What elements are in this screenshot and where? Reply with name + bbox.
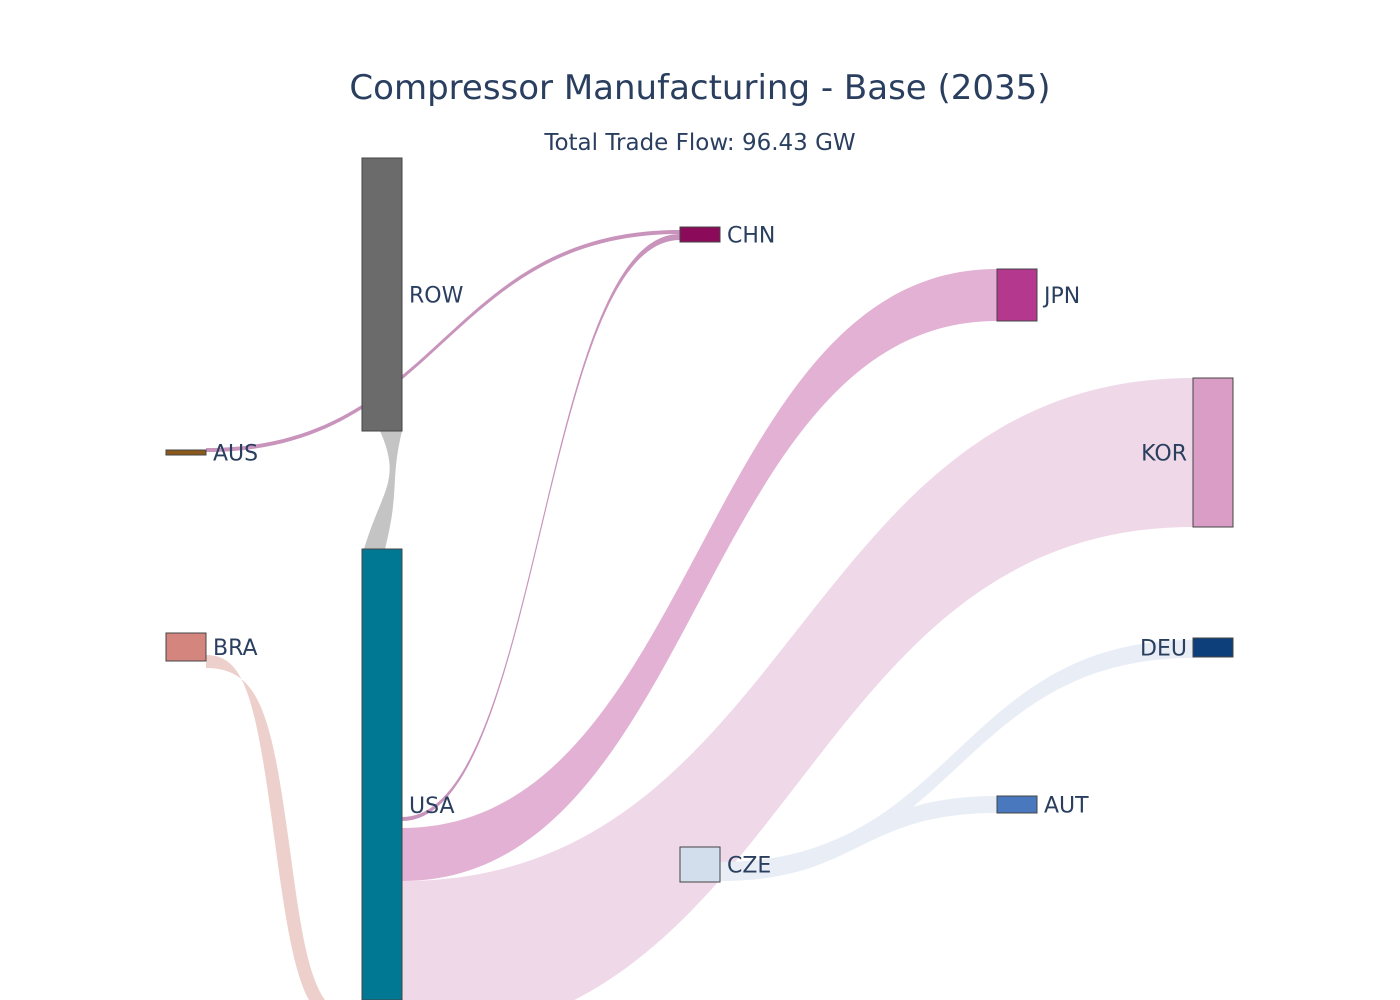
node-row[interactable] — [361, 157, 403, 432]
link-bra-usa[interactable]: BRA → USA: 7.6 GW — [206, 655, 334, 1000]
node-usa[interactable] — [361, 548, 403, 1000]
node-label-aut: AUT — [1044, 794, 1089, 819]
node-label-aus: AUS — [213, 442, 258, 467]
node-aut[interactable] — [996, 795, 1038, 814]
node-aus[interactable] — [165, 449, 207, 456]
link-cze-deu[interactable]: CZE → DEU: 5.6 GW — [720, 640, 1193, 878]
chart-title: Compressor Manufacturing - Base (2035) — [349, 68, 1050, 108]
node-cze[interactable] — [679, 846, 721, 883]
node-label-row: ROW — [409, 284, 464, 309]
node-label-deu: DEU — [1140, 637, 1187, 662]
nodes-layer — [165, 157, 1234, 1000]
chart-subtitle: Total Trade Flow: 96.43 GW — [543, 130, 855, 156]
link-aus-chn[interactable]: AUS → CHN: 0.8 GW — [206, 230, 680, 452]
node-bra[interactable] — [165, 632, 207, 662]
node-label-bra: BRA — [213, 636, 258, 661]
node-chn[interactable] — [679, 226, 721, 243]
labels-layer: AUS BRA ROW USA CHN CZE JPN AUT KOR DEU — [213, 224, 1187, 879]
link-usa-chn[interactable]: USA → CHN: 0.8 GW — [402, 234, 680, 821]
node-label-cze: CZE — [727, 854, 771, 879]
node-label-chn: CHN — [727, 224, 775, 249]
node-label-kor: KOR — [1141, 442, 1187, 467]
link-usa-kor[interactable]: USA → KOR: 50.2 GW — [402, 378, 1193, 1000]
node-label-usa: USA — [409, 794, 455, 819]
link-row-usa[interactable]: ROW → USA: 6.8 GW — [364, 431, 402, 549]
node-kor[interactable] — [1192, 377, 1234, 528]
node-label-jpn: JPN — [1042, 284, 1080, 309]
link-usa-jpn[interactable]: USA → JPN: 17.4 GW — [402, 269, 997, 881]
node-jpn[interactable] — [996, 268, 1038, 322]
node-deu[interactable] — [1192, 637, 1234, 658]
links-layer: AUS → CHN: 0.8 GWROW → USA: 6.8 GWUSA → … — [206, 230, 1193, 1000]
